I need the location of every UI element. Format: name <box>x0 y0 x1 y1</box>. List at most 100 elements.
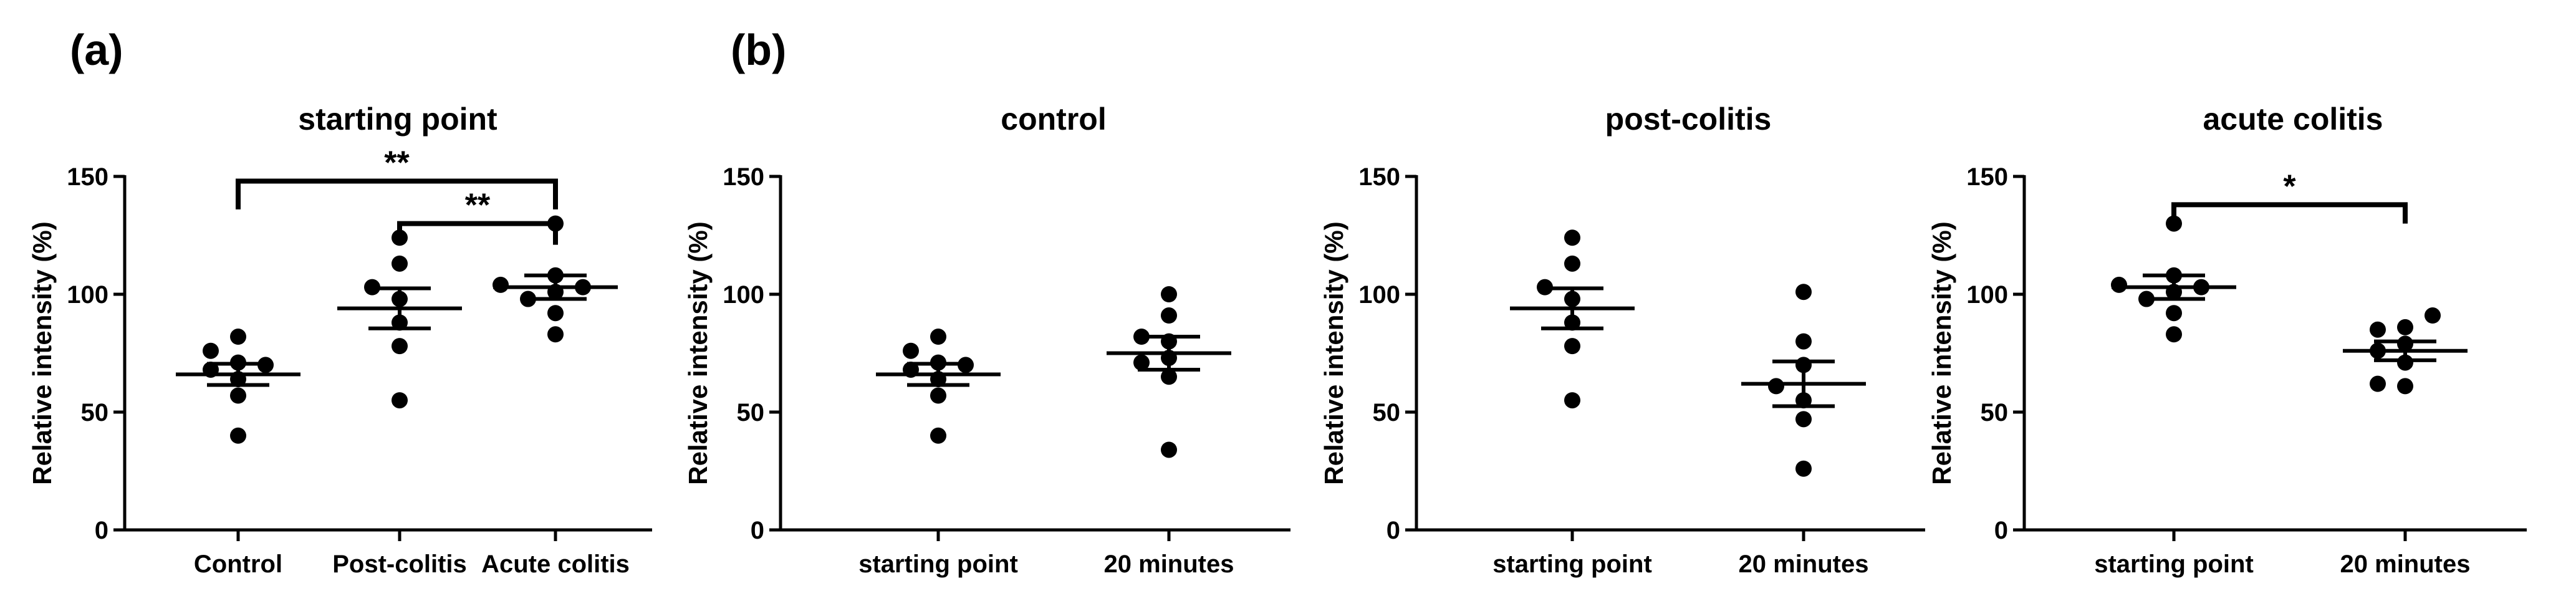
group-starting-point <box>1510 229 1635 409</box>
x-tick-label: starting point <box>2094 550 2254 578</box>
data-point <box>230 354 246 371</box>
data-point <box>1537 279 1553 296</box>
group-20-minutes <box>1107 286 1231 458</box>
chart-1: starting point Relative intensity (%) 0 50 1… <box>27 102 652 578</box>
data-point <box>1564 338 1580 355</box>
data-point <box>930 354 946 371</box>
chart-3: post-colitis Relative intensity (%) 0 50 100… <box>1319 102 1925 578</box>
chart-title: acute colitis <box>2203 102 2383 137</box>
data-point <box>930 387 946 404</box>
data-point <box>958 357 974 373</box>
data-point <box>575 279 591 296</box>
data-point <box>392 255 408 272</box>
data-point <box>1161 441 1177 458</box>
data-point <box>1161 333 1177 350</box>
y-tick-label: 100 <box>723 281 764 309</box>
data-point <box>1564 255 1580 272</box>
chart-4: acute colitis Relative intensity (%) 0 50 10… <box>1927 102 2527 578</box>
x-tick-label: 20 minutes <box>1739 550 1869 578</box>
y-axis-label: Relative intensity (%) <box>27 221 57 484</box>
data-point <box>2166 284 2182 300</box>
y-tick-label: 100 <box>1966 281 2008 309</box>
group-20-minutes <box>2343 307 2468 395</box>
x-tick-label: Control <box>194 550 282 578</box>
data-point <box>2166 305 2182 322</box>
data-point <box>2193 279 2209 296</box>
y-tick-label: 0 <box>1387 517 1400 544</box>
y-tick-label: 50 <box>1373 399 1401 426</box>
data-point <box>230 371 246 388</box>
significance-label: ** <box>465 188 491 224</box>
data-point <box>903 342 919 359</box>
y-tick-label: 150 <box>723 163 764 191</box>
data-point <box>1161 368 1177 385</box>
panel-label-a: (a) <box>70 26 123 74</box>
data-point <box>2370 321 2386 338</box>
data-point <box>392 314 408 331</box>
y-tick-label: 100 <box>67 281 108 309</box>
chart-2: control Relative intensity (%) 0 50 100 150 st… <box>683 102 1290 578</box>
data-point <box>520 291 536 307</box>
data-point <box>230 387 246 404</box>
x-tick-label: 20 minutes <box>2340 550 2471 578</box>
data-point <box>547 305 564 322</box>
y-axis-label: Relative intensity (%) <box>1319 221 1348 484</box>
group-control <box>176 329 300 444</box>
data-point <box>1795 333 1812 350</box>
data-point <box>2111 276 2127 293</box>
x-tick-label: Acute colitis <box>481 550 630 578</box>
significance-bracket <box>2171 202 2408 224</box>
group-starting-point <box>876 329 1001 444</box>
data-point <box>2166 326 2182 343</box>
group-acute-colitis <box>493 215 618 343</box>
y-tick-label: 50 <box>737 399 765 426</box>
y-tick-label: 150 <box>1358 163 1400 191</box>
y-tick-label: 0 <box>95 517 108 544</box>
y-axis-label: Relative intensity (%) <box>1927 221 1956 484</box>
x-tick-label: Post-colitis <box>332 550 467 578</box>
data-point <box>203 361 219 378</box>
data-point <box>930 371 946 388</box>
data-point <box>1133 329 1150 345</box>
group-post-colitis <box>337 229 462 409</box>
data-point <box>257 357 274 373</box>
data-point <box>1161 307 1177 324</box>
x-tick-label: starting point <box>858 550 1018 578</box>
y-tick-label: 100 <box>1358 281 1400 309</box>
data-point <box>2397 354 2413 371</box>
y-tick-label: 150 <box>67 163 108 191</box>
data-point <box>1564 291 1580 307</box>
data-point <box>2397 319 2413 335</box>
chart-title: post-colitis <box>1605 102 1772 137</box>
data-point <box>392 291 408 307</box>
data-point <box>1795 460 1812 477</box>
data-point <box>547 326 564 343</box>
x-tick-label: starting point <box>1492 550 1652 578</box>
y-tick-label: 150 <box>1966 163 2008 191</box>
y-tick-label: 0 <box>751 517 764 544</box>
chart-title: control <box>1001 102 1106 137</box>
data-point <box>2370 375 2386 392</box>
group-20-minutes <box>1741 284 1866 477</box>
data-point <box>203 342 219 359</box>
data-point <box>2166 267 2182 284</box>
y-tick-label: 50 <box>1981 399 2009 426</box>
significance-label: ** <box>384 145 410 181</box>
data-point <box>2397 335 2413 352</box>
data-point <box>547 267 564 284</box>
data-point <box>392 338 408 355</box>
y-axis-label: Relative intensity (%) <box>683 221 713 484</box>
y-tick-label: 50 <box>81 399 109 426</box>
data-point <box>230 427 246 444</box>
data-point <box>1564 314 1580 331</box>
data-point <box>1795 392 1812 409</box>
data-point <box>2370 342 2386 359</box>
chart-title: starting point <box>298 102 497 137</box>
data-point <box>930 329 946 345</box>
data-point <box>493 276 509 293</box>
data-point <box>364 279 380 296</box>
significance-bracket <box>236 178 558 209</box>
y-tick-label: 0 <box>1994 517 2008 544</box>
data-point <box>2425 307 2441 324</box>
